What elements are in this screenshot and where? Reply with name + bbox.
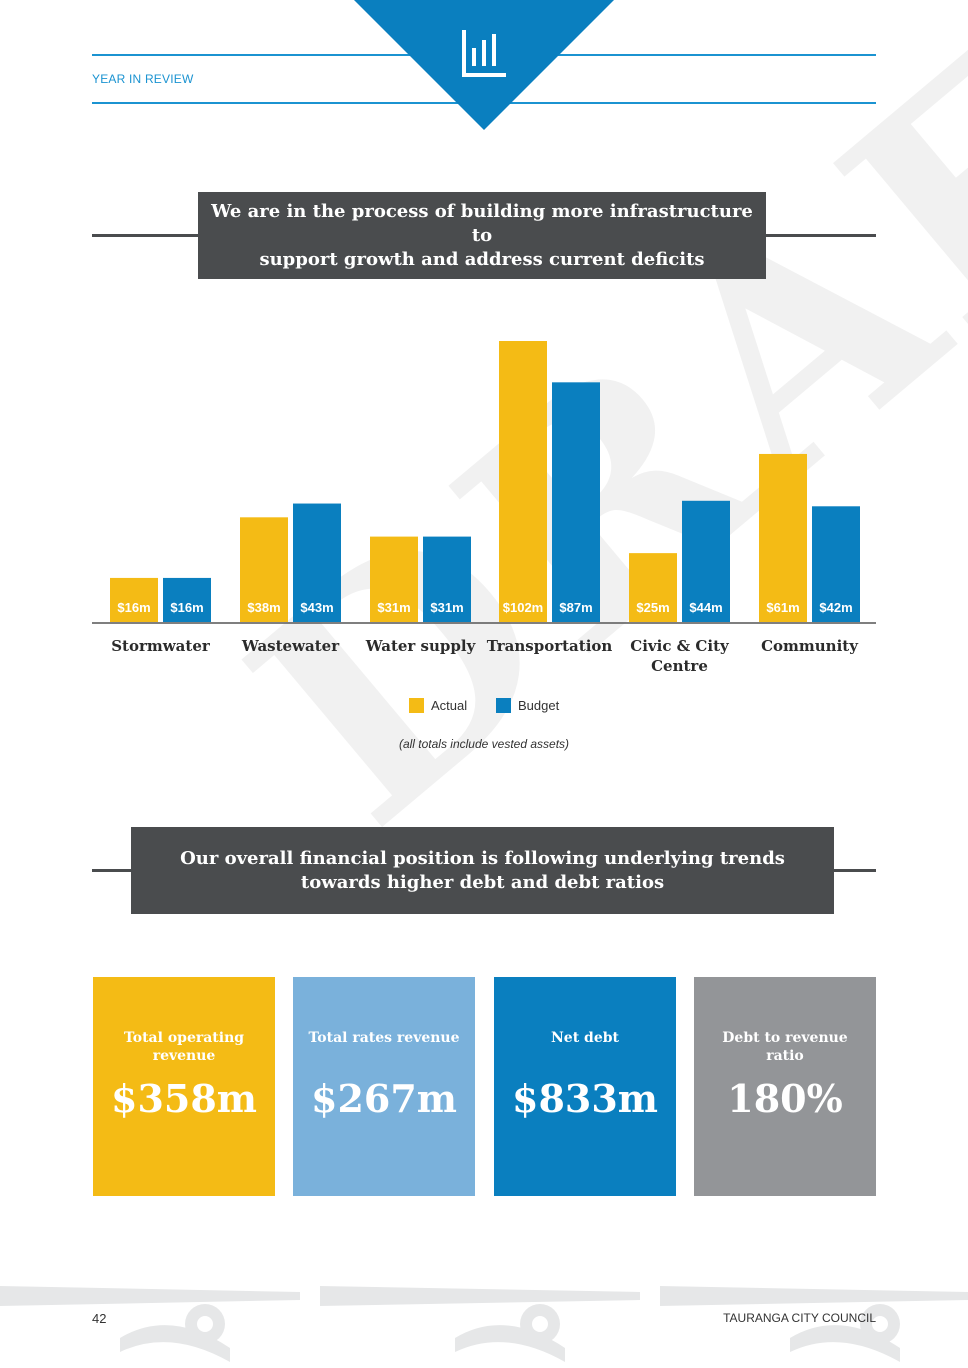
- data-label-actual-2: $31m: [377, 600, 410, 615]
- bar-budget-3: [552, 382, 600, 622]
- bar-actual-2: [370, 536, 418, 622]
- bar-budget-0: [163, 577, 211, 622]
- banner2-rule-left: [92, 869, 134, 872]
- bar-actual-1: [240, 517, 288, 622]
- category-label: Water supply: [356, 636, 486, 656]
- capital-spend-bar-chart: $16m $16m $38m $43m $31m $31m $102m $87m $25m $44…: [92, 341, 876, 624]
- data-label-budget-3: $87m: [559, 600, 592, 615]
- card-net-debt: Net debt $833m: [494, 977, 676, 1196]
- category-label-line: Wastewater: [241, 637, 340, 655]
- bar-actual-5: [759, 453, 807, 622]
- banner2-line1: Our overall financial position is follow…: [180, 847, 785, 869]
- banner1-line2: support growth and address current defic…: [259, 248, 705, 270]
- bar-budget-1: [293, 503, 341, 622]
- legend-swatch-budget: [496, 698, 511, 713]
- data-label-actual-1: $38m: [247, 600, 280, 615]
- chart-footnote: (all totals include vested assets): [398, 737, 570, 751]
- card-title-line: Debt to revenue ratio: [722, 1030, 848, 1064]
- data-label-budget-2: $31m: [430, 600, 463, 615]
- category-label-line: Transportation: [486, 637, 613, 655]
- bar-budget-2: [423, 536, 471, 622]
- bar-actual-0: [110, 577, 158, 622]
- legend-label-budget: Budget: [518, 698, 560, 713]
- infrastructure-banner: We are in the process of building more i…: [198, 192, 766, 279]
- card-total-operating-revenue: Total operating revenue $358m: [93, 977, 275, 1196]
- category-label: Transportation: [485, 636, 615, 656]
- banner1-line1: We are in the process of building more i…: [211, 200, 753, 246]
- card-title-line: Total operating: [123, 1030, 245, 1046]
- card-title: Debt to revenue ratio: [704, 1029, 866, 1065]
- card-title: Total rates revenue: [303, 1029, 465, 1047]
- data-label-actual-3: $102m: [503, 600, 543, 615]
- card-value: $267m: [311, 1076, 457, 1121]
- bar-budget-5: [812, 506, 860, 622]
- bar-chart-icon: [462, 30, 506, 77]
- banner1-rule-right: [764, 234, 876, 237]
- card-debt-to-revenue-ratio: Debt to revenue ratio 180%: [694, 977, 876, 1196]
- data-label-budget-1: $43m: [300, 600, 333, 615]
- banner1-rule-left: [92, 234, 202, 237]
- bar-actual-3: [499, 341, 547, 622]
- legend-swatch-actual: [409, 698, 424, 713]
- category-label-line: Civic & City: [630, 637, 729, 655]
- card-title-line: Net debt: [551, 1030, 619, 1046]
- section-label: YEAR IN REVIEW: [92, 72, 194, 86]
- card-title-line: Total rates revenue: [308, 1030, 460, 1046]
- category-label: Stormwater: [96, 636, 226, 656]
- banner2-line2: towards higher debt and debt ratios: [300, 871, 665, 893]
- data-label-budget-5: $42m: [819, 600, 852, 615]
- data-label-actual-5: $61m: [766, 600, 799, 615]
- banner2-rule-right: [832, 869, 876, 872]
- category-label: Civic & City Centre: [615, 636, 745, 676]
- card-value: $358m: [111, 1076, 257, 1121]
- card-title: Net debt: [504, 1029, 666, 1047]
- data-label-budget-4: $44m: [689, 600, 722, 615]
- card-value: $833m: [512, 1076, 658, 1121]
- category-label-line: Stormwater: [111, 637, 210, 655]
- data-label-actual-4: $25m: [636, 600, 669, 615]
- category-label: Wastewater: [226, 636, 356, 656]
- data-label-actual-0: $16m: [117, 600, 150, 615]
- footer-pattern: [0, 1286, 968, 1362]
- card-total-rates-revenue: Total rates revenue $267m: [293, 977, 475, 1196]
- category-label-line: Centre: [651, 657, 708, 675]
- card-title-line: revenue: [152, 1048, 216, 1064]
- header-triangle-badge: [354, 0, 614, 130]
- page-number: 42: [92, 1311, 107, 1326]
- organisation-name: TAURANGA CITY COUNCIL: [723, 1311, 876, 1325]
- category-label: Community: [745, 636, 875, 656]
- bar-budget-4: [682, 500, 730, 622]
- bar-actual-4: [629, 553, 677, 622]
- legend-label-actual: Actual: [431, 698, 468, 713]
- card-title: Total operating revenue: [103, 1029, 265, 1065]
- category-label-line: Water supply: [365, 637, 476, 655]
- financial-position-banner: Our overall financial position is follow…: [131, 827, 834, 914]
- category-label-line: Community: [761, 637, 858, 655]
- data-label-budget-0: $16m: [170, 600, 203, 615]
- card-value: 180%: [727, 1076, 843, 1121]
